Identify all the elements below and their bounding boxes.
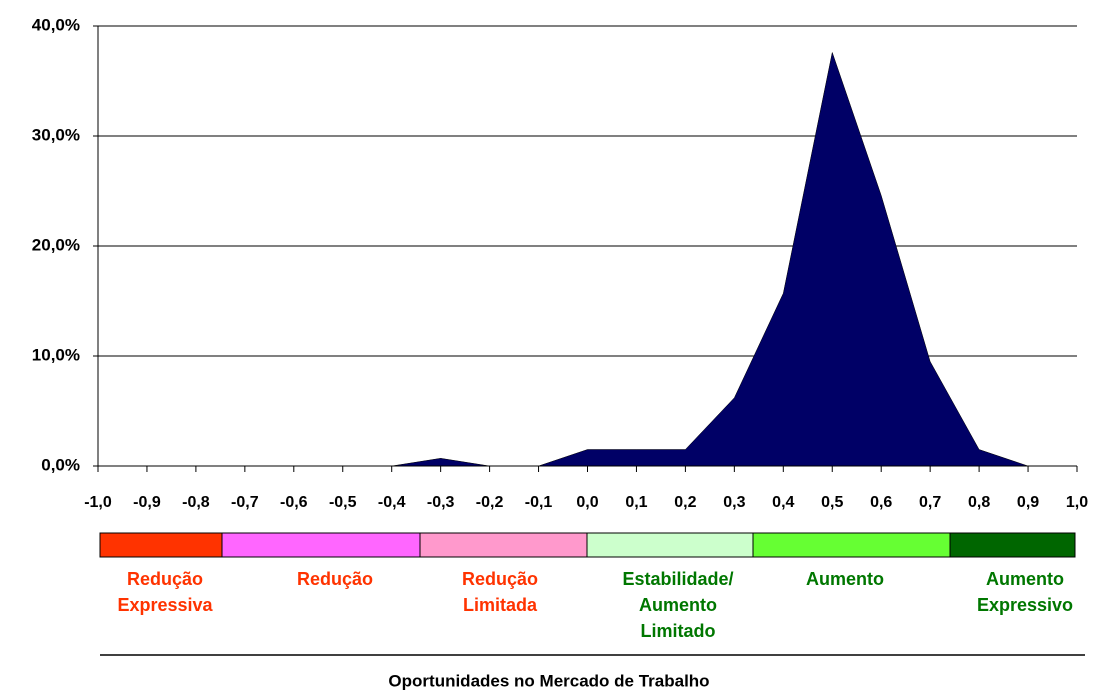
x-tick-label: -0,5	[329, 494, 357, 511]
x-tick-label: 0,7	[919, 494, 941, 511]
band	[586, 532, 754, 558]
x-tick-label: 0,0	[576, 494, 598, 511]
band-label: Aumento	[806, 569, 884, 589]
band-label: Expressivo	[977, 595, 1073, 615]
x-tick-label: -0,6	[280, 494, 308, 511]
x-tick-label: -0,7	[231, 494, 259, 511]
band-label: Redução	[462, 569, 538, 589]
band	[752, 532, 951, 558]
x-tick-label: 0,1	[625, 494, 647, 511]
area	[98, 51, 1077, 467]
x-tick-label: -0,1	[525, 494, 553, 511]
band-label: Expressiva	[117, 595, 213, 615]
band-label: Limitada	[463, 595, 538, 615]
x-tick-label: 0,6	[870, 494, 892, 511]
band	[949, 532, 1076, 558]
x-tick-label: -1,0	[84, 494, 112, 511]
y-tick-label: 40,0%	[32, 15, 80, 34]
x-tick-label: 0,2	[674, 494, 696, 511]
band-label: Aumento	[639, 595, 717, 615]
x-tick-label: 0,9	[1017, 494, 1039, 511]
band-label: Limitado	[641, 621, 716, 641]
band	[221, 532, 421, 558]
x-tick-label: -0,4	[378, 494, 406, 511]
band-label: Redução	[127, 569, 203, 589]
band	[419, 532, 588, 558]
x-tick-label: 1,0	[1066, 494, 1088, 511]
x-tick-label: -0,8	[182, 494, 210, 511]
band	[99, 532, 223, 558]
x-axis-title: Oportunidades no Mercado de Trabalho	[388, 671, 709, 690]
x-tick-label: -0,9	[133, 494, 161, 511]
y-tick-label: 30,0%	[32, 125, 80, 144]
x-tick-label: -0,3	[427, 494, 455, 511]
y-tick-label: 0,0%	[41, 455, 80, 474]
x-tick-label: -0,2	[476, 494, 504, 511]
x-tick-label: 0,8	[968, 494, 990, 511]
band-label: Redução	[297, 569, 373, 589]
band-label: Estabilidade/	[622, 569, 733, 589]
y-tick-label: 20,0%	[32, 235, 80, 254]
x-tick-label: 0,3	[723, 494, 745, 511]
band-label: Aumento	[986, 569, 1064, 589]
x-tick-label: 0,4	[772, 494, 794, 511]
y-tick-label: 10,0%	[32, 345, 80, 364]
x-tick-label: 0,5	[821, 494, 843, 511]
